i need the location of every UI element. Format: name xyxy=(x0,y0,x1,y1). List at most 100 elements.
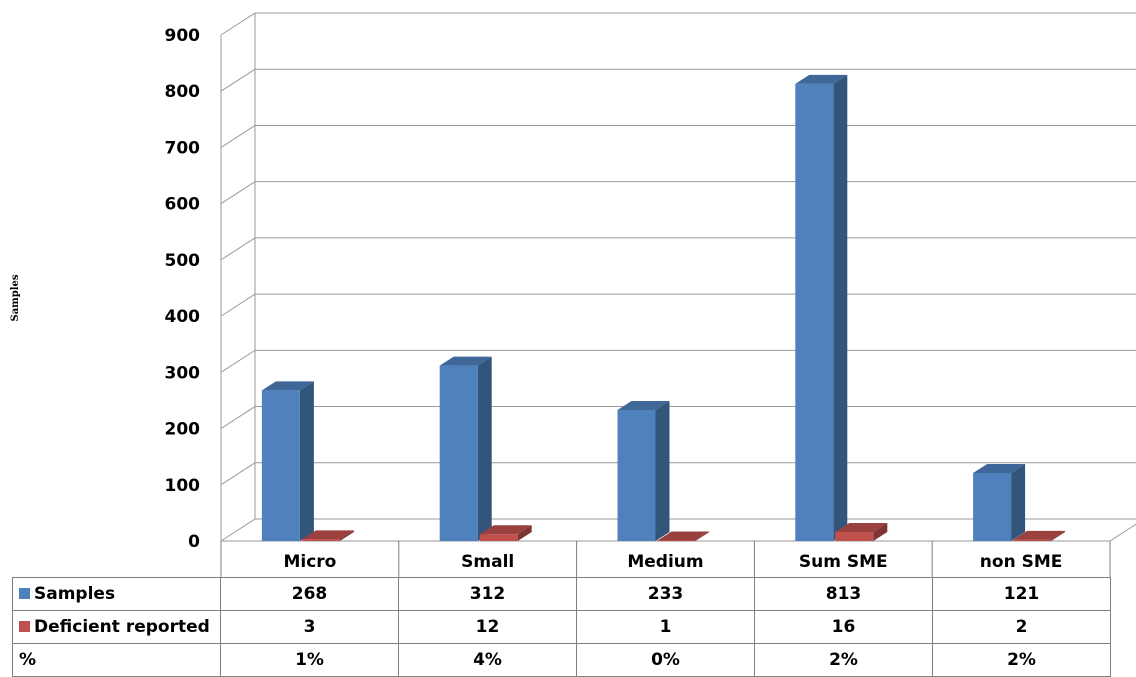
table-row: Samples 268 312 233 813 121 xyxy=(12,577,1111,611)
table-cell: 12 xyxy=(398,610,577,644)
category-label: Medium xyxy=(627,552,703,572)
y-axis-label: Samples xyxy=(10,274,21,321)
table-row: % 1% 4% 0% 2% 2% xyxy=(12,643,1111,677)
table-cell: 268 xyxy=(220,577,399,611)
bar-samples-1 xyxy=(439,356,492,541)
category-label: non SME xyxy=(980,552,1063,572)
table-cell: 233 xyxy=(576,577,755,611)
gridline xyxy=(220,124,1136,148)
bar-deficient-3-front xyxy=(835,532,874,541)
gridline xyxy=(220,181,1136,205)
bar-samples-3-front xyxy=(795,83,834,541)
category-label: Micro xyxy=(283,552,336,572)
bar-samples-1-top xyxy=(439,356,492,366)
bar-deficient-0-top xyxy=(301,530,354,540)
table-cell: 2% xyxy=(932,643,1111,677)
bar-deficient-4 xyxy=(1013,530,1066,541)
bar-deficient-4-top xyxy=(1013,530,1066,540)
bar-samples-4-top xyxy=(973,463,1026,473)
table-cell: 0% xyxy=(576,643,755,677)
table-cell: 312 xyxy=(398,577,577,611)
bar-samples-4 xyxy=(973,463,1026,541)
table-cell: 1% xyxy=(220,643,399,677)
bar-deficient-0-side xyxy=(339,530,354,541)
category-labels: Micro Small Medium Sum SME non SME xyxy=(220,541,1111,577)
back-wall xyxy=(255,13,1136,519)
table-row-header: % xyxy=(12,643,221,677)
bar-deficient-1-side xyxy=(517,525,532,541)
y-tick-label: 400 xyxy=(165,307,201,327)
table-cell: 2% xyxy=(754,643,933,677)
bar-samples-0-front xyxy=(261,390,300,541)
bar-samples-2 xyxy=(617,401,670,541)
bar-deficient-3 xyxy=(835,523,888,541)
bar-samples-4-side xyxy=(1011,463,1026,541)
bar-deficient-3-side xyxy=(873,523,888,541)
gridline xyxy=(220,68,1136,92)
bar-samples-2-front xyxy=(617,410,656,541)
y-tick-label: 700 xyxy=(165,138,201,158)
gridlines xyxy=(220,12,1136,542)
bar-deficient-0 xyxy=(301,530,354,541)
table-cell: 3 xyxy=(220,610,399,644)
bar-deficient-1 xyxy=(479,525,532,541)
table-row-label: Samples xyxy=(34,584,116,604)
bar-deficient-1-front xyxy=(479,534,518,541)
y-tick-label: 900 xyxy=(165,26,201,46)
data-table: Samples 268 312 233 813 121 Deficient reported… xyxy=(12,577,1111,677)
table-row-header: Samples xyxy=(12,577,221,611)
bar-samples-4-front xyxy=(973,472,1012,541)
legend-swatch xyxy=(19,588,30,599)
bar-samples-0 xyxy=(261,381,314,541)
bar-deficient-1-top xyxy=(479,525,532,535)
bar-deficient-0-front xyxy=(301,539,340,541)
gridline xyxy=(220,518,1136,542)
bar-samples-3-side xyxy=(833,74,848,541)
bar-deficient-3-top xyxy=(835,523,888,533)
bar-samples-0-top xyxy=(261,381,314,391)
bar-samples-3-top xyxy=(795,74,848,84)
bar-samples-1-side xyxy=(477,356,492,541)
table-row-label: % xyxy=(19,650,37,670)
table-row: Deficient reported 3 12 1 16 2 xyxy=(12,610,1111,644)
bar-samples-2-side xyxy=(655,401,670,541)
gridline xyxy=(220,462,1136,486)
chart-walls xyxy=(220,13,1136,542)
bar-samples-3 xyxy=(795,74,848,541)
table-cell: 121 xyxy=(932,577,1111,611)
table-cell: 4% xyxy=(398,643,577,677)
bar-deficient-4-side xyxy=(1051,530,1066,541)
bar-deficient-2-side xyxy=(695,531,710,541)
y-tick-label: 100 xyxy=(165,476,201,496)
category-label: Small xyxy=(461,552,514,572)
y-tick-label: 600 xyxy=(165,195,201,215)
y-tick-label: 300 xyxy=(165,363,201,383)
gridline xyxy=(220,349,1136,373)
y-axis-ticks: 0 100 200 300 400 500 600 700 800 900 xyxy=(165,26,201,552)
category-label: Sum SME xyxy=(799,552,888,572)
bar-deficient-4-front xyxy=(1013,539,1052,541)
table-row-label: Deficient reported xyxy=(34,617,210,637)
bar-samples-0-side xyxy=(299,381,314,541)
gridline xyxy=(220,406,1136,429)
bar-deficient-2 xyxy=(657,531,710,541)
bar-deficient-2-front xyxy=(657,540,696,541)
y-tick-label: 800 xyxy=(165,82,201,102)
bars xyxy=(261,74,1066,541)
table-cell: 16 xyxy=(754,610,933,644)
table-cell: 2 xyxy=(932,610,1111,644)
table-row-header: Deficient reported xyxy=(12,610,221,644)
table-cell: 813 xyxy=(754,577,933,611)
table-cell: 1 xyxy=(576,610,755,644)
y-tick-label: 500 xyxy=(165,251,201,271)
bar-samples-2-top xyxy=(617,401,670,411)
legend-swatch xyxy=(19,621,30,632)
bar-samples-1-front xyxy=(439,365,478,541)
gridline xyxy=(220,12,1136,36)
bar-deficient-2-top xyxy=(657,531,710,541)
gridline xyxy=(220,293,1136,317)
y-tick-label: 0 xyxy=(188,532,200,552)
y-tick-label: 200 xyxy=(165,420,201,440)
gridline xyxy=(220,237,1136,261)
